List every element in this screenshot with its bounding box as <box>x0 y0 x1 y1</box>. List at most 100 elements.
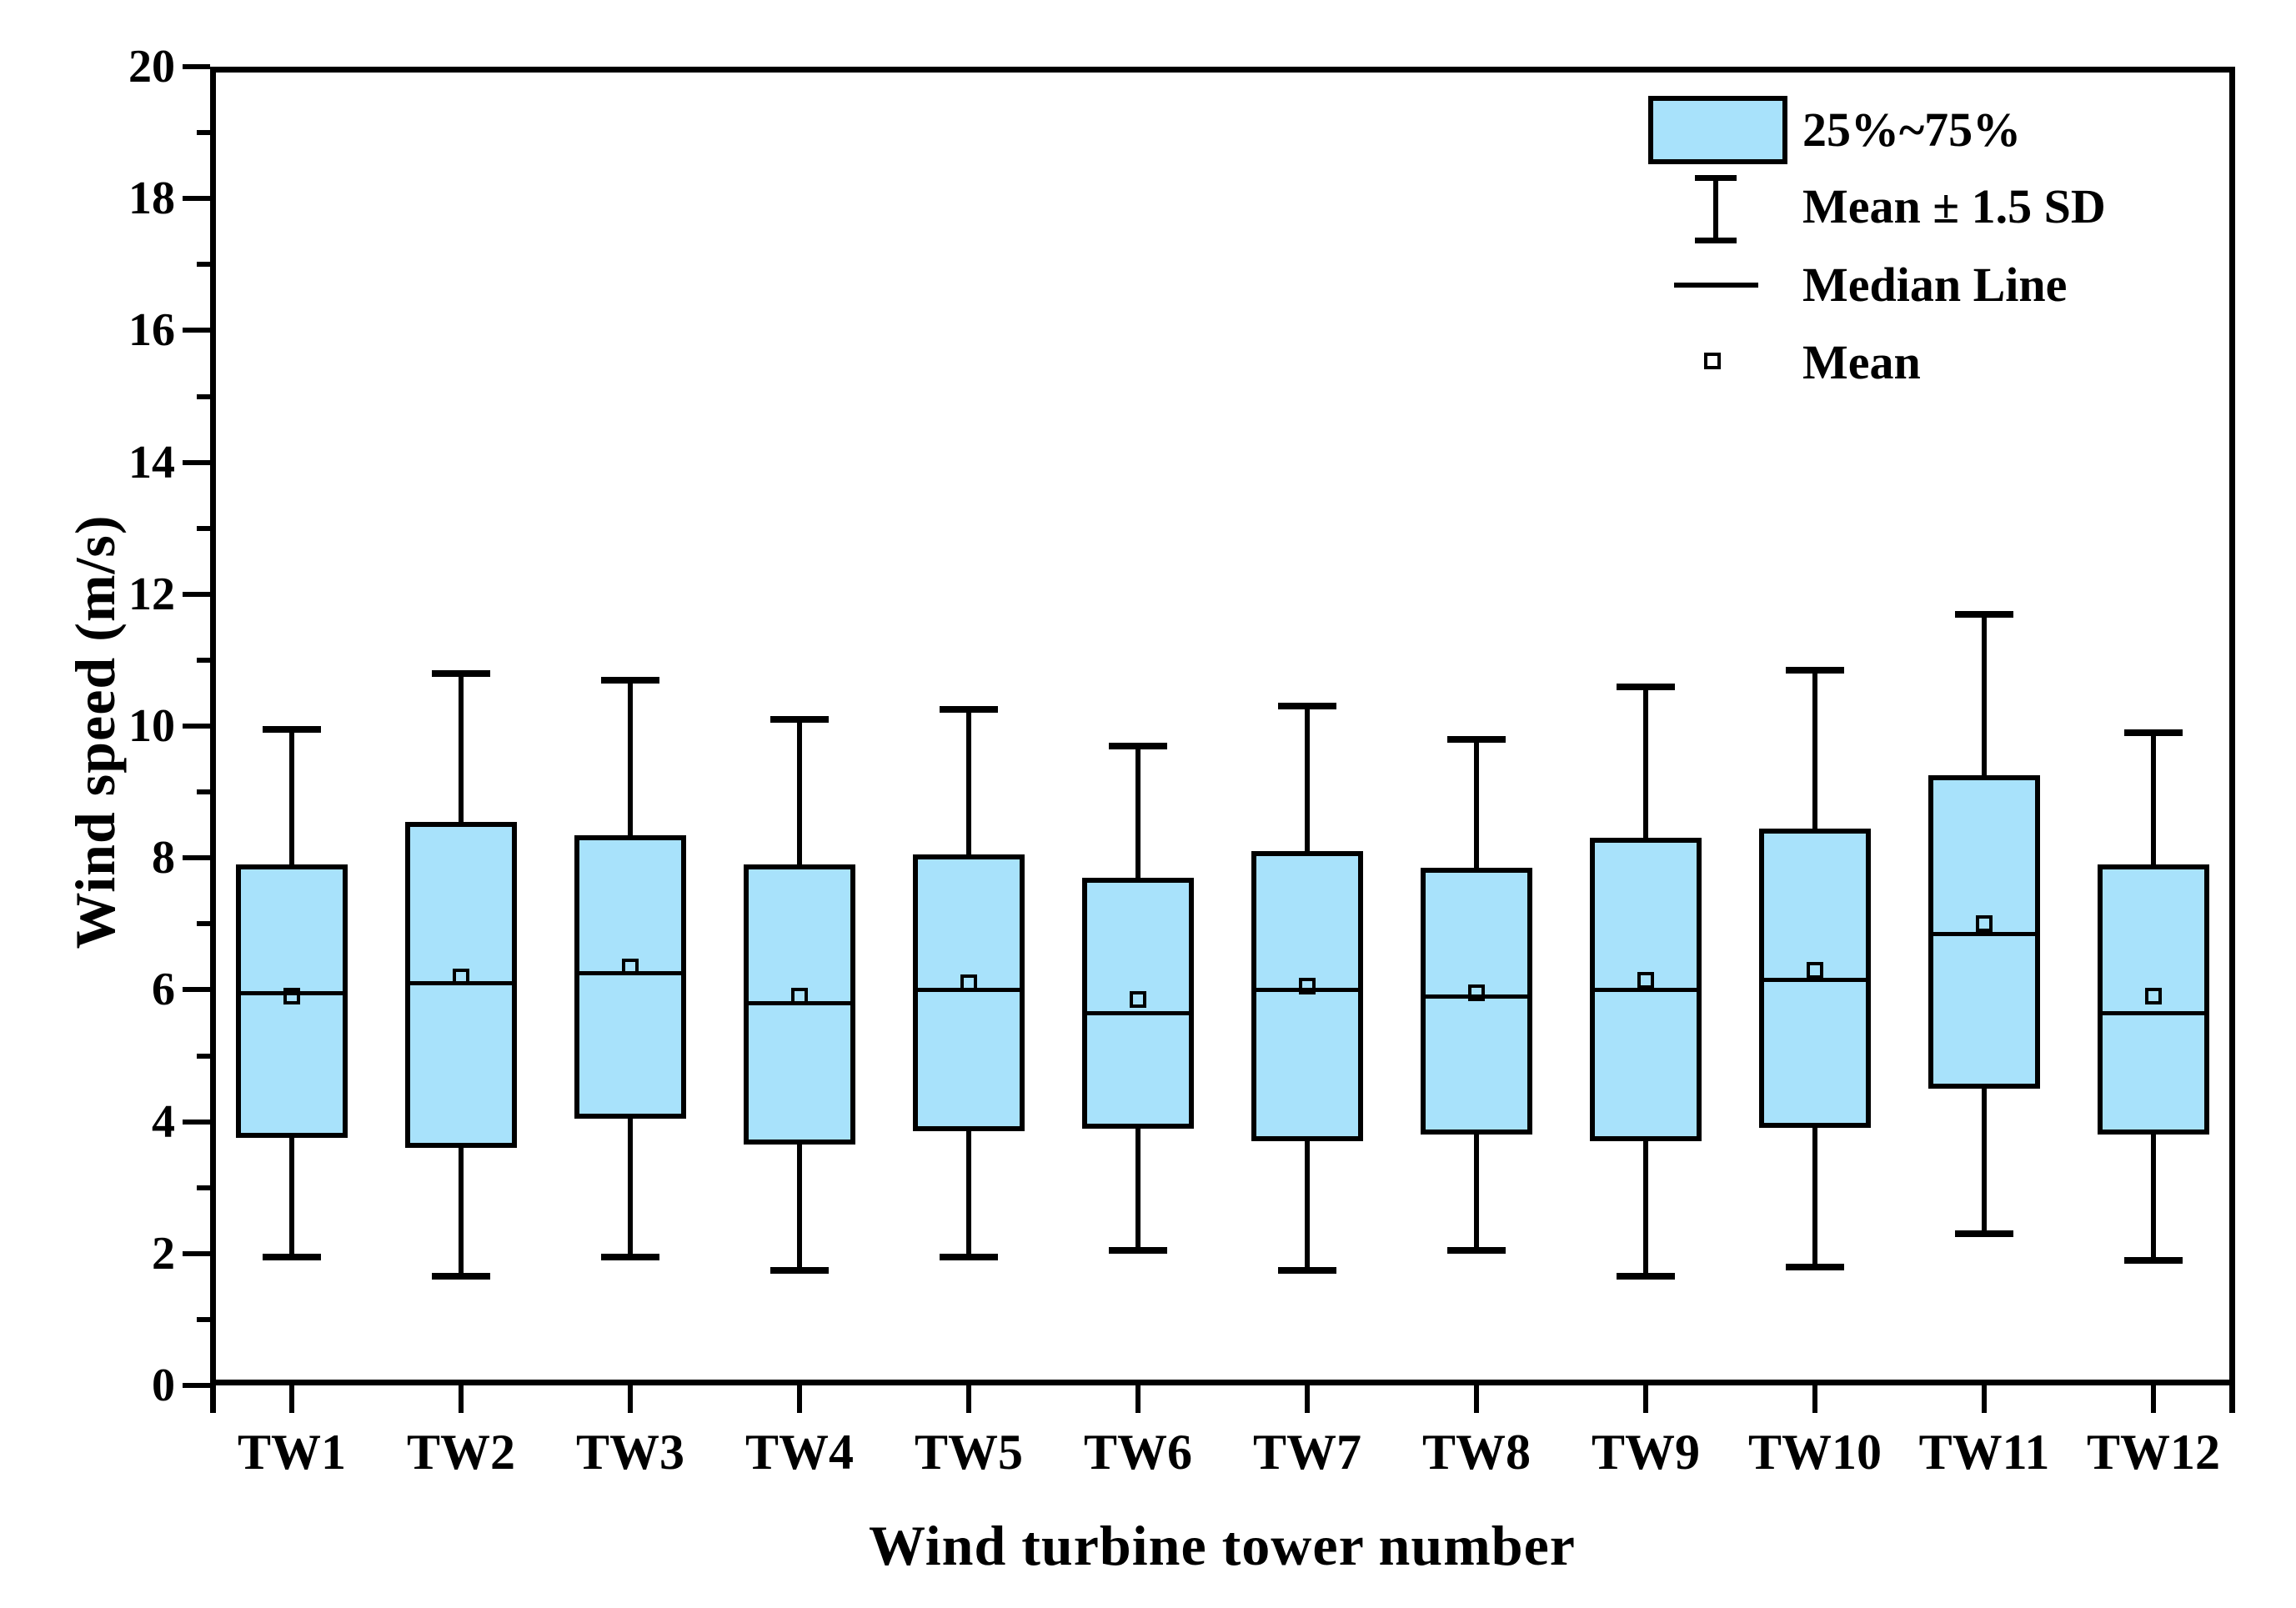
x-tick-TW5 <box>966 1385 971 1413</box>
y-major-tick <box>183 724 210 729</box>
legend-error-bar-icon <box>1695 175 1737 243</box>
x-tick-TW9 <box>1643 1385 1648 1413</box>
legend-box-swatch-icon <box>1648 96 1787 164</box>
y-minor-tick <box>197 921 210 927</box>
y-minor-tick <box>197 525 210 531</box>
whisker-cap-high-TW4 <box>770 716 829 724</box>
y-tick-label: 12 <box>128 568 175 620</box>
y-major-tick <box>183 64 210 69</box>
x-tick-label-TW1: TW1 <box>237 1425 347 1480</box>
median-line-TW10 <box>1764 978 1866 983</box>
x-axis-title: Wind turbine tower number <box>868 1514 1576 1577</box>
whisker-cap-low-TW2 <box>432 1273 490 1280</box>
legend-mean-square-icon <box>1704 353 1721 369</box>
y-minor-tick <box>197 393 210 399</box>
y-tick-label: 0 <box>152 1360 175 1411</box>
x-tick-label-TW7: TW7 <box>1252 1425 1362 1480</box>
median-line-TW1 <box>241 990 343 995</box>
x-tick-TW11 <box>1982 1385 1987 1413</box>
median-line-TW8 <box>1426 994 1527 999</box>
plot-area <box>210 67 2235 1385</box>
y-tick-label: 18 <box>128 173 175 225</box>
x-tick-TW7 <box>1305 1385 1310 1413</box>
x-tick-label-TW2: TW2 <box>406 1425 516 1480</box>
y-minor-tick <box>197 1185 210 1190</box>
y-minor-tick <box>197 262 210 268</box>
mean-marker-TW4 <box>791 988 808 1005</box>
y-major-tick <box>183 987 210 993</box>
mean-marker-TW7 <box>1299 978 1316 995</box>
whisker-cap-high-TW9 <box>1617 683 1675 690</box>
whisker-cap-low-TW6 <box>1109 1246 1167 1254</box>
box-TW3 <box>574 834 686 1119</box>
y-major-tick <box>183 328 210 333</box>
y-minor-tick <box>197 130 210 136</box>
y-major-tick <box>183 1383 210 1388</box>
x-tick-label-TW10: TW10 <box>1747 1425 1882 1480</box>
y-tick-label: 10 <box>128 700 175 752</box>
y-tick-label: 20 <box>128 41 175 93</box>
mean-marker-TW5 <box>960 974 977 992</box>
box-TW5 <box>913 854 1025 1132</box>
y-tick-label: 8 <box>152 832 175 884</box>
y-minor-tick <box>197 789 210 795</box>
legend-label-median: Median Line <box>1802 258 2068 312</box>
y-minor-tick <box>197 1053 210 1059</box>
legend-label-iqr: 25%~75% <box>1802 103 2022 157</box>
mean-marker-TW6 <box>1130 991 1146 1009</box>
box-TW1 <box>236 864 348 1139</box>
x-tick-label-TW4: TW4 <box>744 1425 855 1480</box>
error-bar-cap-icon <box>1695 238 1737 243</box>
x-tick-label-TW5: TW5 <box>914 1425 1024 1480</box>
whisker-cap-low-TW3 <box>601 1253 659 1260</box>
mean-marker-TW8 <box>1468 984 1485 1002</box>
legend-median-line-icon <box>1674 283 1758 288</box>
y-major-tick <box>183 855 210 861</box>
whisker-cap-high-TW2 <box>432 669 490 677</box>
whisker-cap-high-TW12 <box>2124 729 2183 736</box>
whisker-cap-high-TW1 <box>263 725 321 733</box>
whisker-cap-low-TW1 <box>263 1253 321 1260</box>
mean-marker-TW9 <box>1637 971 1654 989</box>
y-major-tick <box>183 591 210 597</box>
y-tick-label: 14 <box>128 436 175 488</box>
box-TW12 <box>2098 864 2209 1135</box>
whisker-cap-low-TW10 <box>1786 1263 1844 1270</box>
x-tick-TW8 <box>1474 1385 1479 1413</box>
x-axis-edge-tick <box>2229 1385 2235 1413</box>
y-major-tick <box>183 196 210 202</box>
y-tick-label: 2 <box>152 1227 175 1280</box>
error-bar-stem-icon <box>1713 175 1718 243</box>
whisker-cap-high-TW11 <box>1955 610 2013 618</box>
mean-marker-TW3 <box>622 958 639 975</box>
whisker-cap-high-TW5 <box>940 706 998 714</box>
whisker-cap-low-TW5 <box>940 1253 998 1260</box>
x-tick-label-TW11: TW11 <box>1918 1425 2050 1480</box>
whisker-cap-low-TW7 <box>1278 1266 1336 1274</box>
x-tick-label-TW6: TW6 <box>1083 1425 1193 1480</box>
x-tick-TW2 <box>459 1385 464 1413</box>
x-tick-TW1 <box>289 1385 294 1413</box>
whisker-cap-high-TW8 <box>1447 735 1506 743</box>
x-tick-TW10 <box>1812 1385 1817 1413</box>
y-tick-label: 16 <box>128 304 175 357</box>
x-tick-label-TW9: TW9 <box>1591 1425 1701 1480</box>
median-line-TW9 <box>1595 987 1697 992</box>
median-line-TW6 <box>1087 1010 1189 1015</box>
x-tick-label-TW8: TW8 <box>1421 1425 1532 1480</box>
x-axis-edge-tick <box>210 1385 216 1413</box>
x-tick-TW3 <box>628 1385 633 1413</box>
legend-label-mean: Mean <box>1802 335 1921 389</box>
x-tick-TW12 <box>2151 1385 2156 1413</box>
y-tick-label: 4 <box>152 1095 175 1148</box>
mean-marker-TW2 <box>453 968 469 985</box>
whisker-cap-high-TW3 <box>601 676 659 684</box>
median-line-TW7 <box>1256 987 1358 992</box>
y-major-tick <box>183 1119 210 1125</box>
median-line-TW12 <box>2103 1010 2204 1015</box>
mean-marker-TW12 <box>2145 988 2162 1005</box>
y-major-tick <box>183 459 210 465</box>
y-major-tick <box>183 1250 210 1256</box>
mean-marker-TW1 <box>283 988 300 1005</box>
